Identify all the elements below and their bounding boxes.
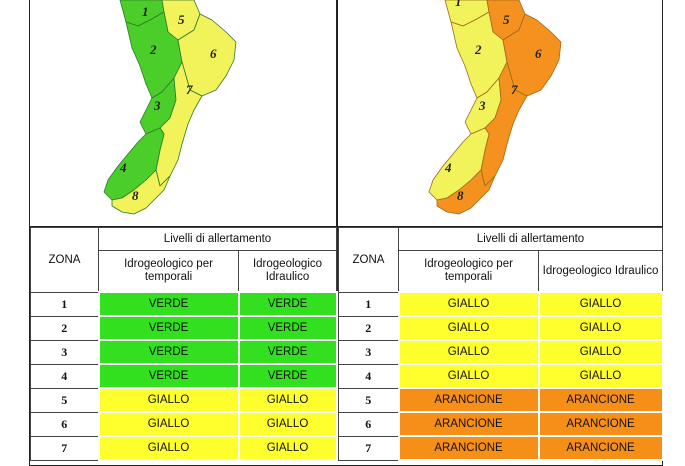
- zona-cell: 4: [30, 363, 99, 389]
- idraulico-cell: VERDE: [237, 315, 338, 341]
- table-row: 7 ARANCIONE ARANCIONE: [338, 435, 664, 461]
- idraulico-cell: ARANCIONE: [537, 411, 664, 437]
- temporali-cell: GIALLO: [97, 411, 240, 437]
- idraulico-cell: VERDE: [237, 291, 338, 317]
- zona-cell: 1: [30, 291, 99, 317]
- idraulico-cell: GIALLO: [237, 435, 338, 461]
- map-label-7: 7: [186, 82, 193, 97]
- table-row: 5 ARANCIONE ARANCIONE: [338, 387, 664, 413]
- map-label-3: 3: [478, 98, 486, 113]
- calabria-map-right: 1 5 2 6 3 7 4 8: [415, 0, 585, 222]
- zona-cell: 5: [30, 387, 99, 413]
- map-svg-left: 1 5 2 6 3 7 4 8: [103, 0, 237, 215]
- idraulico-header: Idrogeologico Idraulico: [538, 250, 663, 293]
- table-row: 7 GIALLO GIALLO: [30, 435, 338, 461]
- map-label-5: 5: [503, 12, 510, 27]
- idraulico-cell: VERDE: [237, 339, 338, 365]
- zona-cell: 5: [338, 387, 399, 413]
- temporali-cell: VERDE: [97, 291, 240, 317]
- temporali-cell: GIALLO: [397, 363, 540, 389]
- idraulico-header: Idrogeologico Idraulico: [238, 250, 337, 293]
- map-table-divider: [29, 226, 663, 228]
- zona-cell: 7: [30, 435, 99, 461]
- map-label-8: 8: [457, 188, 464, 203]
- temporali-header: Idrogeologico per temporali: [398, 250, 539, 293]
- panel-divider: [336, 0, 338, 450]
- temporali-header: Idrogeologico per temporali: [98, 250, 239, 293]
- alert-table-left: ZONA Livelli di allertamento Idrogeologi…: [30, 227, 338, 461]
- table-row: 5 GIALLO GIALLO: [30, 387, 338, 413]
- zona-cell: 6: [338, 411, 399, 437]
- temporali-cell: GIALLO: [397, 339, 540, 365]
- table-row: 4 GIALLO GIALLO: [338, 363, 664, 389]
- table-row: 4 VERDE VERDE: [30, 363, 338, 389]
- zona-header: ZONA: [30, 227, 99, 293]
- table-row: 2 GIALLO GIALLO: [338, 315, 664, 341]
- zona-cell: 2: [30, 315, 99, 341]
- idraulico-cell: ARANCIONE: [537, 387, 664, 413]
- idraulico-cell: GIALLO: [537, 339, 664, 365]
- livelli-header: Livelli di allertamento: [98, 227, 337, 251]
- map-label-2: 2: [149, 42, 157, 57]
- map-label-1: 1: [142, 4, 149, 19]
- idraulico-cell: GIALLO: [537, 363, 664, 389]
- zona-cell: 3: [30, 339, 99, 365]
- zona-cell: 7: [338, 435, 399, 461]
- zona-cell: 2: [338, 315, 399, 341]
- map-label-2: 2: [474, 42, 482, 57]
- map-label-7: 7: [511, 82, 518, 97]
- idraulico-cell: VERDE: [237, 363, 338, 389]
- table-row: 6 ARANCIONE ARANCIONE: [338, 411, 664, 437]
- table-row: 3 GIALLO GIALLO: [338, 339, 664, 365]
- idraulico-cell: GIALLO: [237, 387, 338, 413]
- temporali-cell: ARANCIONE: [397, 387, 540, 413]
- livelli-header: Livelli di allertamento: [398, 227, 663, 251]
- map-label-4: 4: [444, 160, 452, 175]
- map-svg-right: 1 5 2 6 3 7 4 8: [428, 0, 562, 215]
- table-row: 3 VERDE VERDE: [30, 339, 338, 365]
- temporali-cell: ARANCIONE: [397, 435, 540, 461]
- idraulico-cell: GIALLO: [237, 411, 338, 437]
- temporali-cell: GIALLO: [397, 291, 540, 317]
- zona-cell: 6: [30, 411, 99, 437]
- temporali-cell: GIALLO: [97, 387, 240, 413]
- map-label-6: 6: [535, 46, 542, 61]
- table-row: 2 VERDE VERDE: [30, 315, 338, 341]
- map-label-1: 1: [455, 0, 462, 9]
- map-label-3: 3: [153, 98, 161, 113]
- temporali-cell: GIALLO: [397, 315, 540, 341]
- zona-cell: 4: [338, 363, 399, 389]
- map-zone-8: [111, 169, 171, 215]
- map-zone-8: [436, 169, 496, 215]
- alert-table-right: ZONA Livelli di allertamento Idrogeologi…: [338, 227, 664, 461]
- temporali-cell: VERDE: [97, 339, 240, 365]
- zona-cell: 1: [338, 291, 399, 317]
- idraulico-cell: GIALLO: [537, 315, 664, 341]
- zona-cell: 3: [338, 339, 399, 365]
- temporali-cell: GIALLO: [97, 435, 240, 461]
- map-label-8: 8: [132, 188, 139, 203]
- temporali-cell: VERDE: [97, 315, 240, 341]
- calabria-map-left: 1 5 2 6 3 7 4 8: [90, 0, 260, 222]
- map-label-5: 5: [178, 12, 185, 27]
- idraulico-cell: ARANCIONE: [537, 435, 664, 461]
- temporali-cell: VERDE: [97, 363, 240, 389]
- table-row: 1 VERDE VERDE: [30, 291, 338, 317]
- map-label-6: 6: [210, 46, 217, 61]
- zona-header: ZONA: [338, 227, 399, 293]
- temporali-cell: ARANCIONE: [397, 411, 540, 437]
- table-row: 6 GIALLO GIALLO: [30, 411, 338, 437]
- table-row: 1 GIALLO GIALLO: [338, 291, 664, 317]
- idraulico-cell: GIALLO: [537, 291, 664, 317]
- map-label-4: 4: [119, 160, 127, 175]
